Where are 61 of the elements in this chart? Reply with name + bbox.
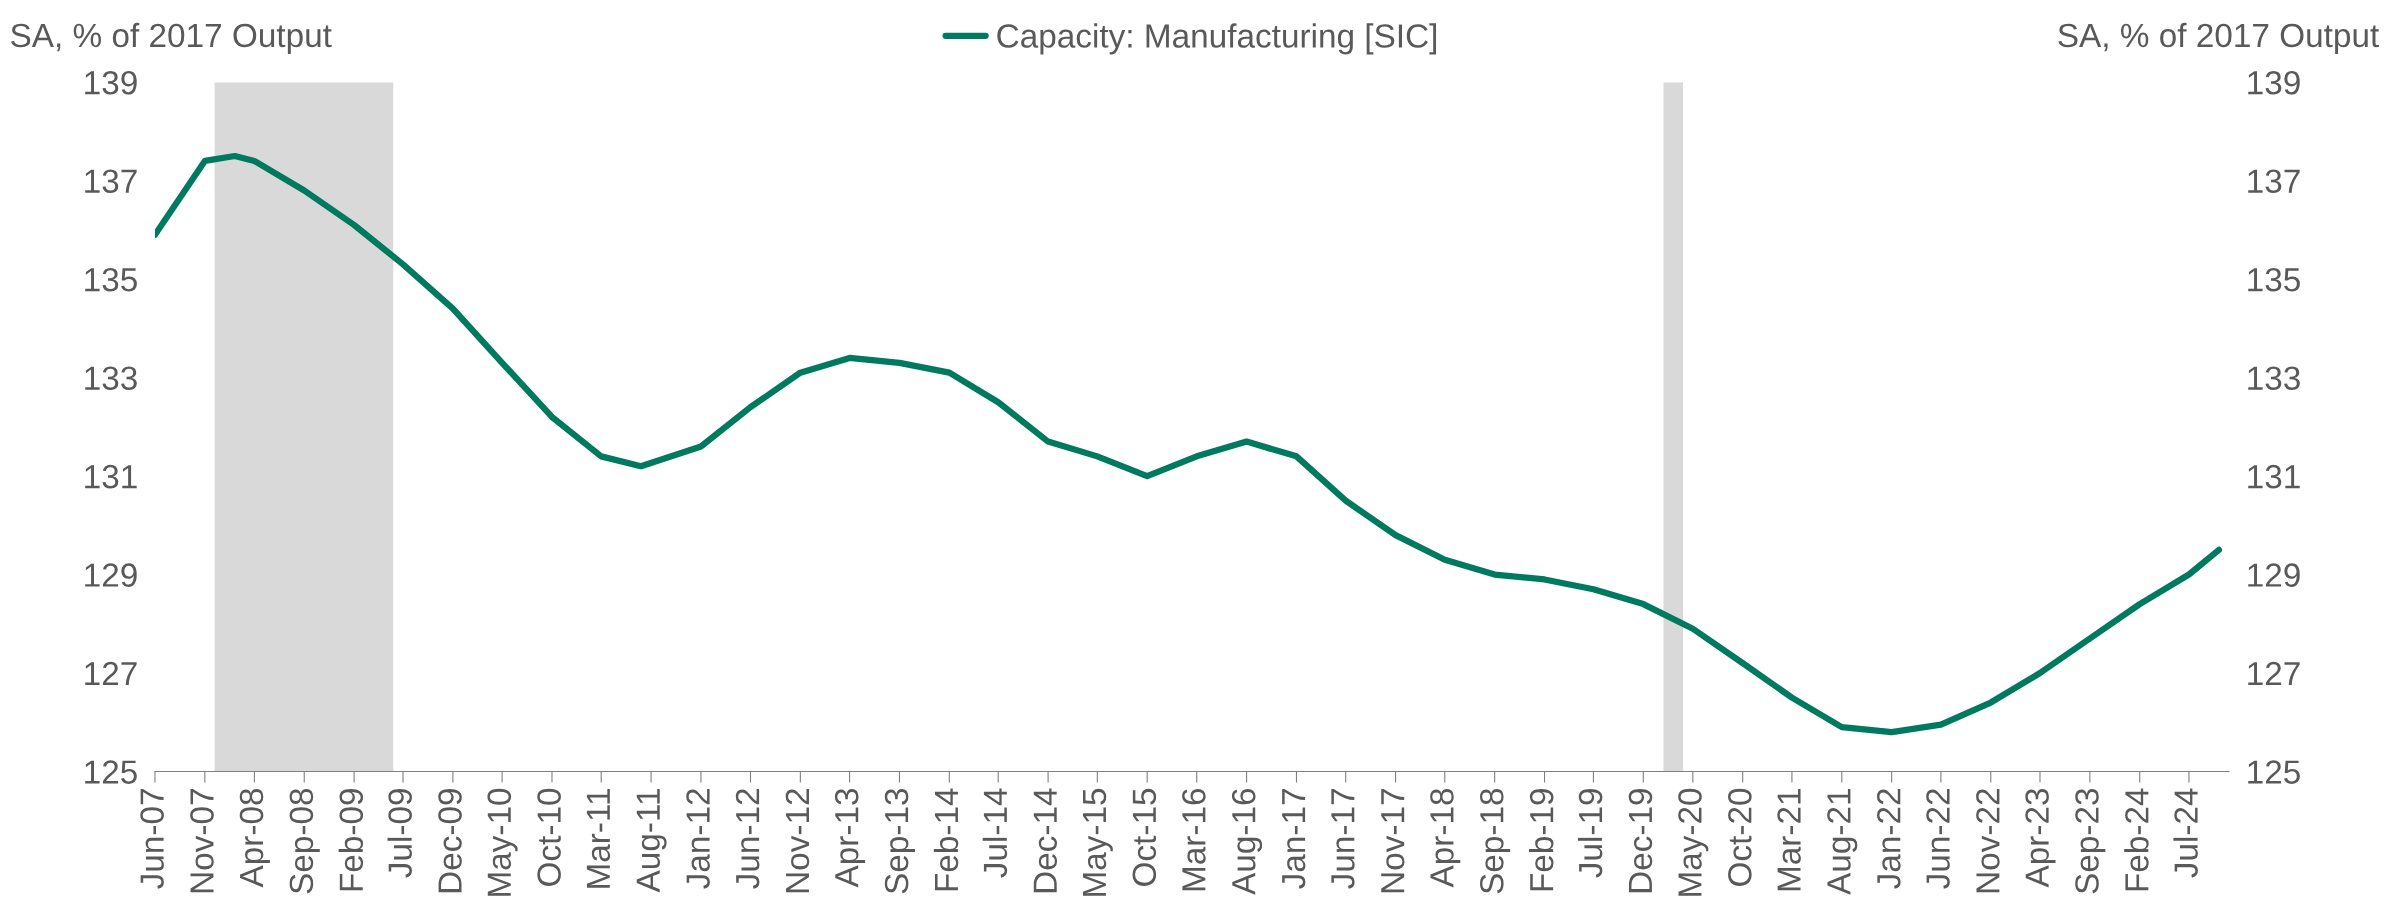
x-tick-label: Nov-22	[1976, 789, 2000, 893]
x-tick-label: Jun-22	[1926, 789, 1950, 889]
x-tick-label: Jan-22	[1877, 789, 1901, 889]
x-tick-label: Jul-14	[982, 788, 1008, 878]
y2-tick-label: 127	[2248, 661, 2300, 686]
x-tick-label: Jul-19	[1577, 789, 1603, 878]
y2-tick-label: 139	[2248, 70, 2300, 95]
x-tick-label: Apr-23	[2025, 788, 2056, 888]
y-tick-label: 133	[85, 366, 137, 390]
x-tick-label: Feb-14	[933, 788, 959, 891]
x-tick-label: Dec-19	[1628, 789, 1653, 893]
x-tick-label: Mar-11	[586, 789, 611, 888]
x-tick-label: Mar-16	[1182, 788, 1206, 891]
x-tick-label: Jul-24	[2173, 788, 2198, 878]
x-tick-label: Jan-12	[686, 789, 710, 889]
y2-tick-label: 137	[2248, 169, 2300, 194]
x-tick-label: Feb-19	[1528, 789, 1554, 891]
legend-label: Capacity: Manufacturing [SIC]	[997, 23, 1437, 55]
x-tick-label: Nov-07	[190, 789, 214, 893]
y-tick-label: 129	[85, 563, 137, 587]
x-tick-label: Sep-23	[2075, 788, 2106, 894]
x-tick-label: Apr-18	[1430, 788, 1461, 888]
x-tick-label: Feb-09	[338, 789, 364, 891]
x-tick-label: Jan-17	[1282, 789, 1306, 889]
x-tick-label: Oct-10	[537, 788, 561, 886]
y2-tick-label: 133	[2248, 366, 2300, 390]
y2-tick-label: 125	[2248, 760, 2300, 784]
y-tick-label: 131	[85, 464, 137, 489]
y-tick-label: 125	[85, 760, 137, 784]
y-tick-label: 139	[85, 70, 137, 95]
x-tick-label: May-15	[1083, 788, 1113, 896]
x-tick-label: Nov-12	[785, 789, 810, 893]
x-tick-label: May-20	[1678, 788, 1709, 896]
x-tick-label: Feb-24	[2124, 788, 2149, 891]
x-tick-label: Dec-09	[438, 789, 462, 893]
y2-tick-label: 131	[2248, 464, 2300, 489]
x-tick-label: Jul-09	[387, 789, 412, 878]
x-tick-label: Aug-16	[1231, 788, 1263, 895]
y-tick-label: 137	[85, 169, 137, 194]
x-tick-label: Apr-08	[239, 788, 270, 888]
x-tick-label: Apr-13	[834, 788, 866, 888]
x-tick-label: Aug-21	[1827, 789, 1858, 895]
x-tick-label: Aug-11	[636, 789, 667, 893]
x-tick-label: Sep-13	[884, 788, 915, 894]
y2-tick-label: 129	[2248, 563, 2300, 587]
y2-tick-label: 135	[2248, 267, 2300, 292]
y-axis-title: SA, % of 2017 Output	[11, 22, 332, 54]
x-tick-label: Mar-21	[1777, 789, 1801, 891]
y-tick-label: 135	[85, 267, 137, 292]
x-tick-label: Jun-12	[735, 789, 760, 889]
x-tick-label: Sep-08	[289, 788, 320, 894]
y2-axis-title: SA, % of 2017 Output	[2058, 22, 2379, 54]
x-tick-label: May-10	[487, 788, 518, 896]
x-tick-label: Oct-20	[1728, 788, 1752, 886]
x-tick-label: Dec-14	[1033, 788, 1058, 893]
y-tick-label: 127	[85, 661, 137, 686]
x-tick-label: Jun-17	[1331, 789, 1355, 889]
x-tick-label: Sep-18	[1480, 788, 1511, 894]
x-tick-label: Oct-15	[1132, 788, 1157, 886]
x-tick-label: Nov-17	[1381, 789, 1405, 893]
x-tick-label: Jun-07	[140, 789, 164, 889]
